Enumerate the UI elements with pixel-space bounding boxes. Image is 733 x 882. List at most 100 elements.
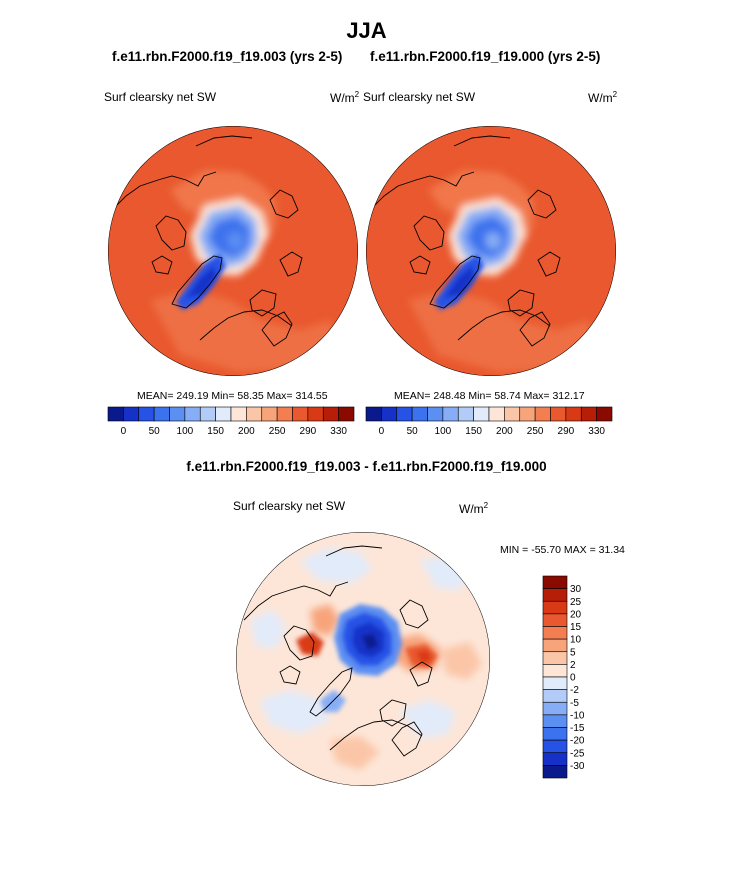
diff-coastlines (243, 545, 433, 757)
panel1-units: W/m2 (330, 90, 360, 105)
colorbar-tick-label: -25 (570, 748, 585, 759)
colorbar-box (199, 406, 216, 422)
diff-patch (400, 700, 456, 738)
panel1-patch (186, 266, 216, 298)
colorbar-tick-label: 200 (238, 426, 255, 437)
page-title: JJA (346, 18, 387, 43)
panel1-map (108, 126, 358, 376)
colorbar-box (488, 406, 505, 422)
diff-patch (300, 548, 372, 584)
colorbar-box (596, 406, 613, 422)
colorbar-box (442, 406, 459, 422)
colorbar-box (542, 676, 568, 690)
panel2-coastline (429, 255, 481, 309)
panel2-patch (408, 290, 598, 372)
colorbar-tick-label: -15 (570, 723, 585, 734)
panel1-coastline (199, 309, 293, 341)
colorbar-box (542, 714, 568, 728)
diff-coastline (325, 545, 383, 557)
panel2-colorbar: 0 50 100 150 200 250 290 330 (365, 406, 613, 437)
colorbar-box (396, 406, 413, 422)
colorbar-tick-label: 0 (570, 673, 576, 684)
colorbar-tick-label: 15 (570, 622, 582, 633)
diff-map (236, 532, 490, 786)
diff-patch (260, 690, 330, 734)
colorbar-box (338, 406, 355, 422)
panel1-variable-label: Surf clearsky net SW (104, 90, 217, 104)
colorbar-box (276, 406, 293, 422)
colorbar-box (427, 406, 444, 422)
colorbar-tick-label: 290 (558, 426, 575, 437)
panel1-colorbar: 0 50 100 150 200 250 290 330 (107, 406, 355, 437)
colorbar-box (542, 600, 568, 615)
panel2-coastline (413, 215, 445, 251)
diff-coastline (243, 581, 349, 621)
colorbar-box (473, 406, 490, 422)
colorbar-tick-label: 0 (379, 426, 385, 437)
colorbar-box (542, 765, 568, 779)
colorbar-tick-label: -2 (570, 685, 579, 696)
colorbar-box (307, 406, 324, 422)
panel1-coastline (261, 311, 293, 347)
colorbar-box (411, 406, 428, 422)
panel2-patch (486, 232, 502, 250)
diff-stats: MIN = -55.70 MAX = 31.34 (500, 544, 625, 556)
colorbar-tick-label: 150 (207, 426, 224, 437)
panel1-coastline (249, 289, 277, 317)
diff-coastline (279, 665, 301, 685)
colorbar-box (542, 701, 568, 716)
colorbar-box (542, 651, 568, 665)
colorbar-box (542, 588, 568, 602)
colorbar-box (542, 727, 568, 741)
diff-patch (250, 610, 286, 648)
colorbar-tick-label: 330 (588, 426, 605, 437)
colorbar-tick-label: 150 (465, 426, 482, 437)
panel2-patch (444, 266, 474, 298)
colorbar-box (246, 406, 263, 422)
diff-coastline (391, 721, 423, 757)
diff-patch (416, 650, 432, 664)
diff-coastline (409, 661, 433, 687)
colorbar-box (542, 739, 568, 754)
colorbar-box (138, 406, 155, 422)
diff-patch (296, 632, 324, 656)
colorbar-tick-label: -30 (570, 761, 585, 772)
colorbar-tick-label: 250 (269, 426, 286, 437)
colorbar-box (542, 626, 568, 640)
colorbar-tick-label: 5 (570, 647, 576, 658)
panel2-coastline (507, 289, 535, 317)
colorbar-box (215, 406, 232, 422)
panel1-title: f.e11.rbn.F2000.f19_f19.003 (yrs 2-5) (112, 49, 343, 64)
colorbar-box (542, 613, 568, 627)
colorbar-box (542, 752, 568, 766)
panel1-coastline (269, 189, 299, 219)
colorbar-tick-label: 0 (121, 426, 127, 437)
colorbar-tick-label: 2 (570, 660, 576, 671)
colorbar-box (542, 575, 568, 589)
diff-coastline (379, 699, 407, 727)
colorbar-box (230, 406, 247, 422)
diff-patch (362, 634, 378, 650)
panel1-coastline (195, 135, 253, 147)
panel2-map (366, 126, 616, 376)
colorbar-tick-label: 200 (496, 426, 513, 437)
panel2-stats: MEAN= 248.48 Min= 58.74 Max= 312.17 (394, 390, 585, 402)
panel1-patch (228, 232, 244, 250)
diff-coastline (309, 667, 353, 717)
colorbar-box (534, 406, 551, 422)
colorbar-tick-label: 290 (300, 426, 317, 437)
panel1-patch (150, 290, 340, 372)
diff-variable-label: Surf clearsky net SW (233, 499, 346, 513)
colorbar-box (580, 406, 597, 422)
panel2-coastline (409, 255, 431, 275)
panel1-stats: MEAN= 249.19 Min= 58.35 Max= 314.55 (137, 390, 328, 402)
diff-patch (440, 642, 482, 680)
panel2-variable-label: Surf clearsky net SW (363, 90, 476, 104)
diff-units: W/m2 (459, 501, 489, 516)
panel1-coastline (111, 171, 217, 211)
colorbar-tick-label: 50 (407, 426, 419, 437)
panel2-coastline (537, 251, 561, 277)
colorbar-tick-label: 10 (570, 635, 582, 646)
panel2-coastline (519, 311, 551, 347)
